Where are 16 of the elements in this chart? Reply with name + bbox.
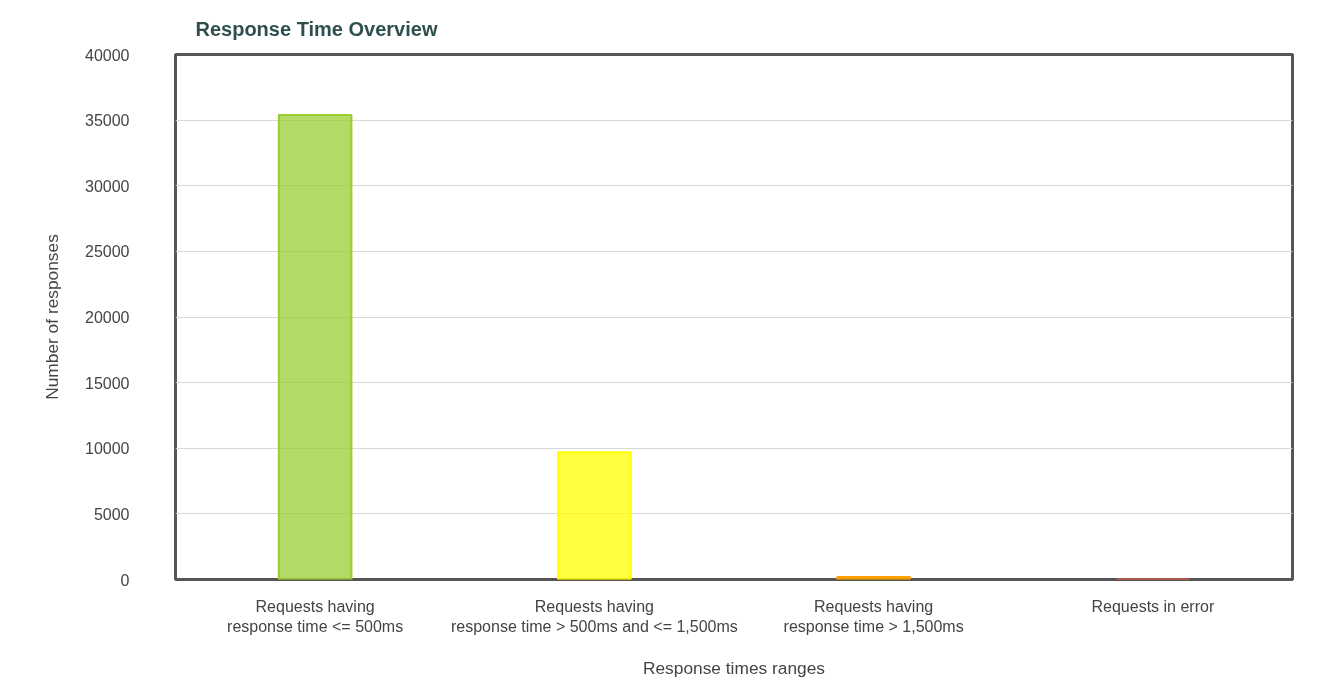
x-tick-label: Requests having response time > 1,500ms [783,597,964,635]
y-tick-label: 40000 [85,46,130,64]
y-tick-label: 25000 [85,243,130,261]
chart-title: Response Time Overview [195,17,438,40]
x-tick-label: Requests having response time <= 500ms [227,597,404,635]
y-tick-label: 20000 [85,309,130,326]
x-tick-label: Requests having response time > 500ms and <= 1,500ms [450,597,738,635]
y-tick-label: 15000 [85,374,130,392]
y-tick-label: 30000 [85,177,130,195]
x-tick-label: Requests in error [1091,597,1215,615]
y-tick-label: 35000 [85,112,130,130]
y-tick-label: 5000 [93,505,130,523]
x-axis-title: Response times ranges [642,657,826,678]
y-tick-label: 10000 [85,440,130,458]
y-tick-label: 0 [120,571,130,589]
y-axis-title: Number of responses [42,233,63,400]
